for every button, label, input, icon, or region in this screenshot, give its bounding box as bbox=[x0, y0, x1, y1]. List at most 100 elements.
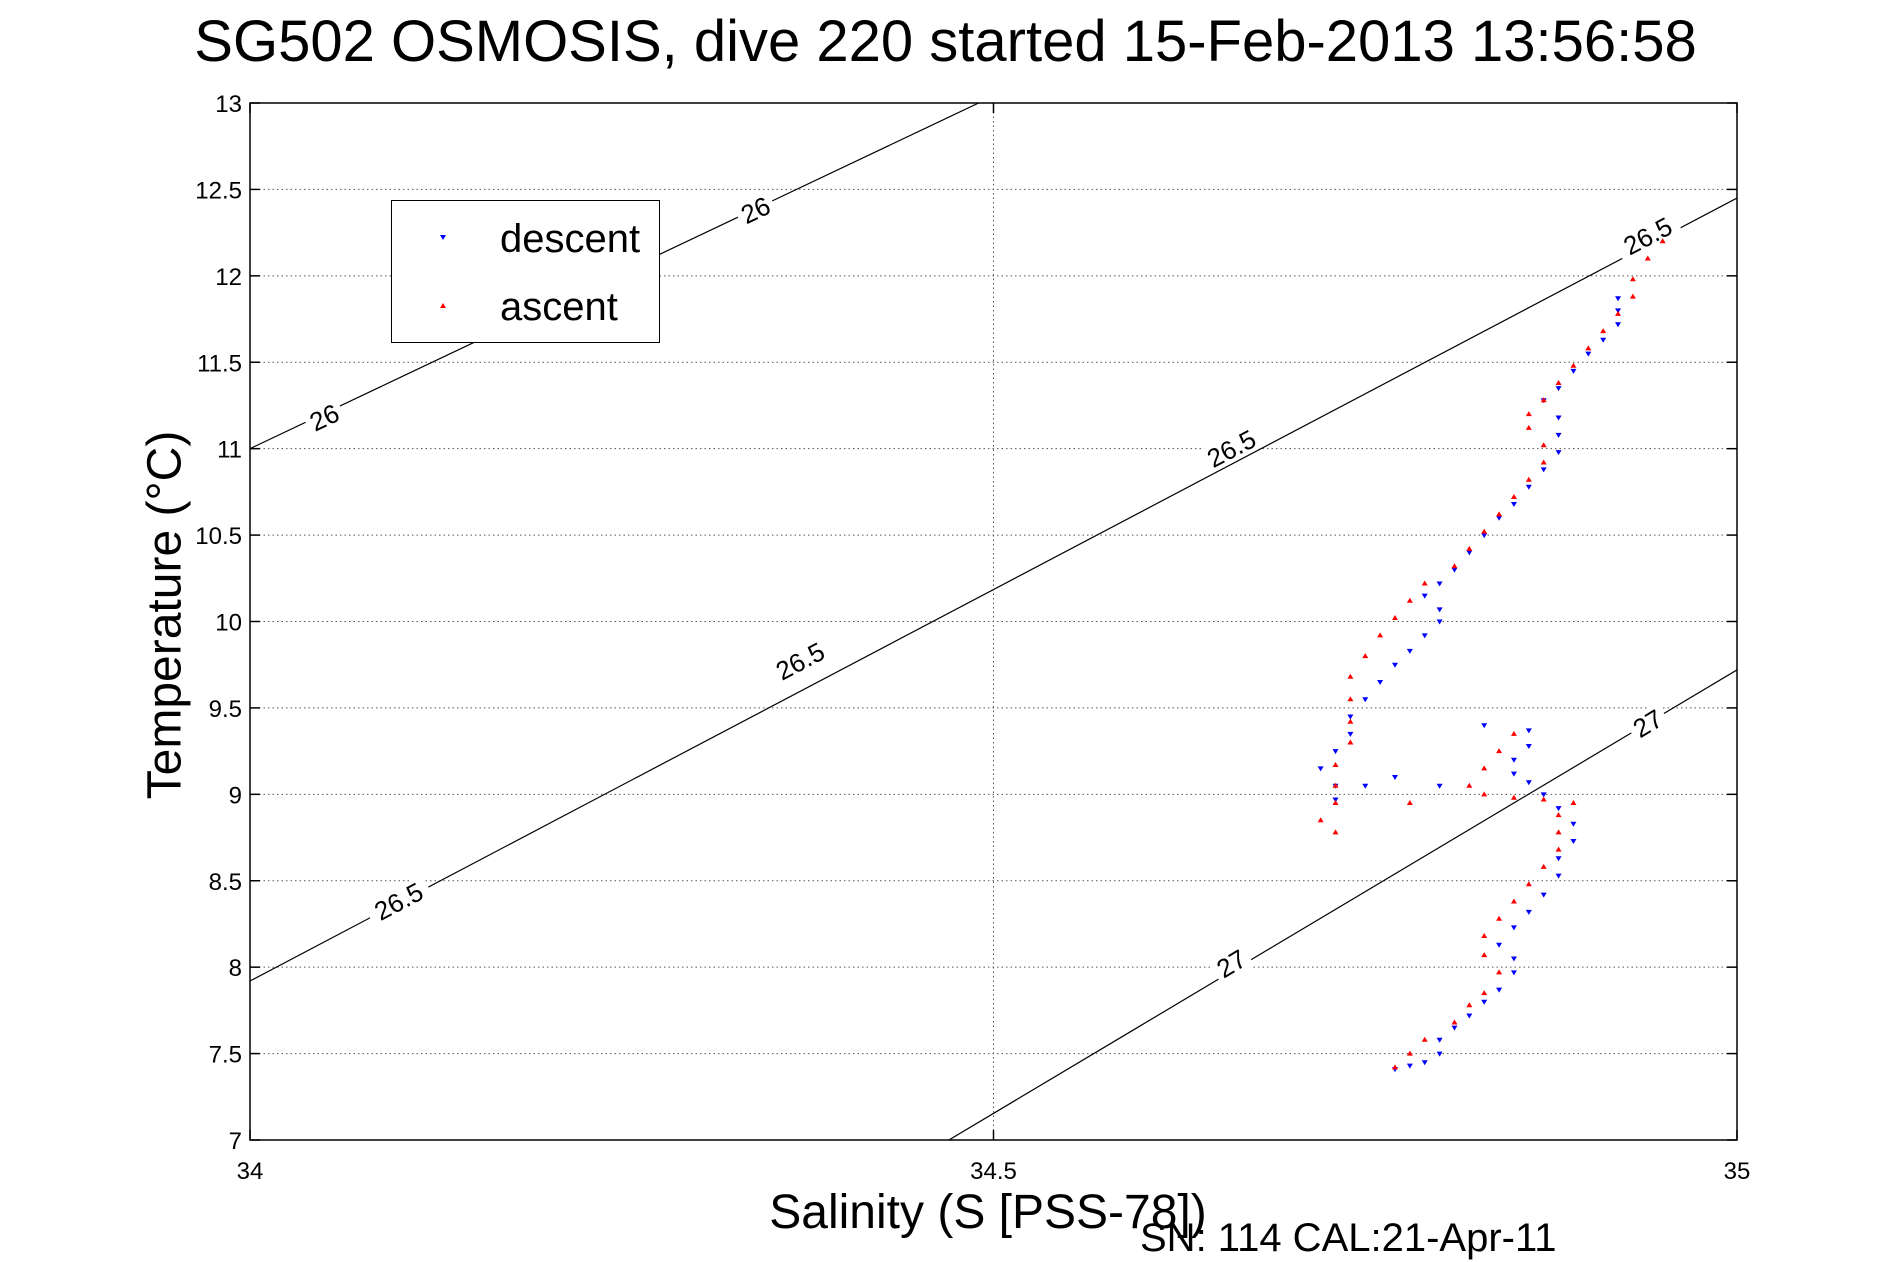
data-point-ascent bbox=[1540, 459, 1547, 465]
data-point-ascent bbox=[1615, 310, 1622, 316]
y-tick-label: 11.5 bbox=[197, 350, 242, 377]
data-point-ascent bbox=[1421, 580, 1428, 586]
data-point-ascent bbox=[1555, 846, 1562, 852]
data-point-ascent bbox=[1377, 632, 1384, 638]
data-point-ascent bbox=[1362, 653, 1369, 659]
data-point-descent bbox=[1436, 783, 1443, 789]
data-point-descent bbox=[1362, 783, 1369, 789]
data-point-ascent bbox=[1496, 915, 1503, 921]
legend-label-ascent: ascent bbox=[500, 285, 618, 329]
data-point-ascent bbox=[1332, 761, 1339, 767]
x-axis-label: Salinity (S [PSS-78]) bbox=[769, 1186, 1207, 1239]
contour-label-bg bbox=[1208, 942, 1255, 985]
data-point-descent bbox=[1555, 856, 1562, 862]
data-point-ascent bbox=[1555, 812, 1562, 818]
data-point-descent bbox=[1466, 1013, 1473, 1019]
data-point-ascent bbox=[1629, 276, 1636, 282]
data-point-descent bbox=[1362, 697, 1369, 703]
data-point-descent bbox=[1466, 550, 1473, 556]
data-point-ascent bbox=[1391, 615, 1398, 621]
data-point-descent bbox=[1391, 662, 1398, 668]
data-point-descent bbox=[1406, 648, 1413, 654]
y-tick-label: 8.5 bbox=[209, 869, 242, 896]
data-point-ascent bbox=[1406, 799, 1413, 805]
data-point-ascent bbox=[1496, 511, 1503, 517]
data-point-descent bbox=[1540, 892, 1547, 898]
y-tick-label: 10 bbox=[215, 610, 242, 637]
data-point-descent bbox=[1570, 368, 1577, 374]
y-tick-label: 9 bbox=[229, 782, 242, 809]
data-point-ascent bbox=[1510, 898, 1517, 904]
data-point-descent bbox=[1555, 415, 1562, 421]
data-point-descent bbox=[1496, 515, 1503, 521]
data-point-descent bbox=[1347, 731, 1354, 737]
data-point-ascent bbox=[1525, 881, 1532, 887]
data-point-descent bbox=[1555, 386, 1562, 392]
data-point-ascent bbox=[1466, 782, 1473, 788]
data-point-ascent bbox=[1421, 1036, 1428, 1042]
y-axis-label: Temperature (°C) bbox=[138, 430, 192, 800]
data-point-descent bbox=[1525, 780, 1532, 786]
data-point-ascent bbox=[1481, 528, 1488, 534]
legend: descent ascent bbox=[391, 200, 660, 343]
data-point-descent bbox=[1510, 970, 1517, 976]
x-tick-label: 35 bbox=[1724, 1158, 1751, 1185]
contour-label-bg bbox=[1612, 209, 1684, 263]
data-point-ascent bbox=[1481, 952, 1488, 958]
data-point-ascent bbox=[1570, 362, 1577, 368]
data-point-ascent bbox=[1332, 829, 1339, 835]
data-point-ascent bbox=[1510, 730, 1517, 736]
data-point-ascent bbox=[1332, 799, 1339, 805]
data-point-descent bbox=[1555, 806, 1562, 812]
data-point-ascent bbox=[1451, 1019, 1458, 1025]
data-point-descent bbox=[1481, 533, 1488, 539]
data-point-ascent bbox=[1629, 293, 1636, 299]
data-point-descent bbox=[1510, 956, 1517, 962]
data-point-descent bbox=[1525, 484, 1532, 490]
y-tick-label: 12 bbox=[215, 264, 242, 291]
data-point-descent bbox=[1406, 1063, 1413, 1069]
data-point-ascent bbox=[1540, 796, 1547, 802]
data-point-descent bbox=[1451, 567, 1458, 573]
legend-label-descent: descent bbox=[500, 217, 641, 261]
y-tick-label: 9.5 bbox=[209, 696, 242, 723]
data-point-ascent bbox=[1600, 328, 1607, 334]
data-point-ascent bbox=[1317, 817, 1324, 823]
data-point-descent bbox=[1615, 322, 1622, 328]
contour-label-bg bbox=[1196, 421, 1267, 476]
data-point-ascent bbox=[1540, 442, 1547, 448]
series-descent bbox=[1317, 296, 1622, 1073]
data-point-descent bbox=[1555, 873, 1562, 879]
data-point-descent bbox=[1421, 1060, 1428, 1066]
data-point-descent bbox=[1510, 925, 1517, 931]
data-point-ascent bbox=[1659, 238, 1666, 244]
data-point-descent bbox=[1436, 1037, 1443, 1043]
data-point-ascent bbox=[1481, 933, 1488, 939]
data-point-descent bbox=[1525, 728, 1532, 734]
data-point-descent bbox=[1570, 838, 1577, 844]
density-contour-line bbox=[948, 669, 1737, 1140]
data-point-descent bbox=[1496, 942, 1503, 948]
chart-title: SG502 OSMOSIS, dive 220 started 15-Feb-2… bbox=[194, 9, 1697, 74]
data-point-descent bbox=[1436, 607, 1443, 613]
data-point-descent bbox=[1525, 743, 1532, 749]
data-point-ascent bbox=[1406, 1050, 1413, 1056]
data-point-ascent bbox=[1451, 563, 1458, 569]
series-ascent bbox=[1317, 238, 1666, 1070]
triangle-up-icon bbox=[440, 303, 446, 308]
data-point-descent bbox=[1391, 775, 1398, 781]
data-point-descent bbox=[1377, 679, 1384, 685]
contour-label-bg bbox=[363, 874, 434, 929]
triangle-down-icon bbox=[440, 235, 446, 240]
data-point-descent bbox=[1481, 723, 1488, 729]
data-point-descent bbox=[1525, 909, 1532, 915]
data-point-descent bbox=[1510, 771, 1517, 777]
data-point-descent bbox=[1585, 351, 1592, 357]
data-point-ascent bbox=[1540, 397, 1547, 403]
y-tick-label: 13 bbox=[215, 91, 242, 118]
data-point-descent bbox=[1555, 432, 1562, 438]
data-point-ascent bbox=[1332, 782, 1339, 788]
y-tick-label: 7 bbox=[229, 1128, 242, 1155]
